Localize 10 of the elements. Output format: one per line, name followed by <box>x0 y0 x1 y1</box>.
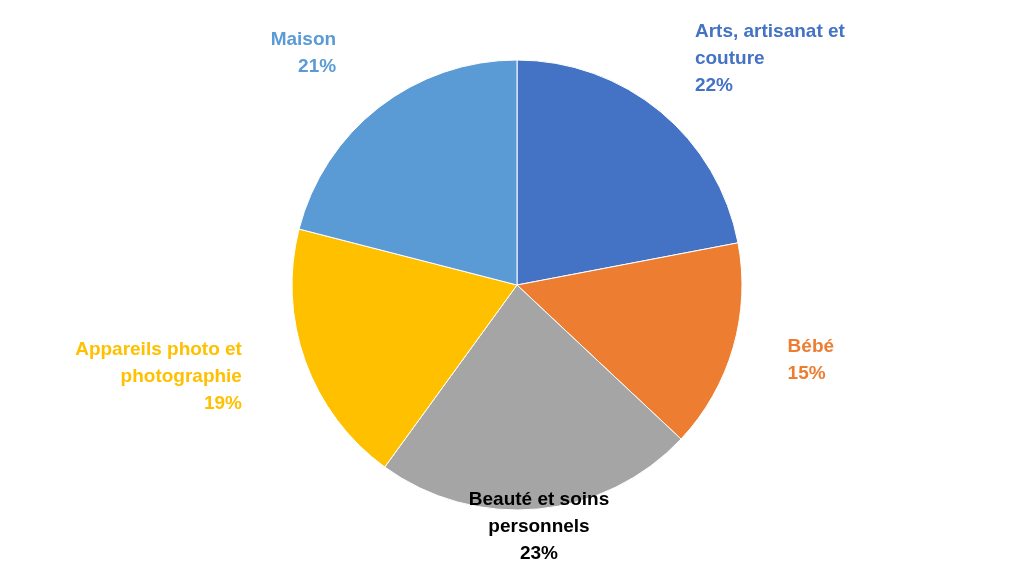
data-label: 23% <box>519 542 559 564</box>
slice-label: Bébé <box>787 334 835 356</box>
slice-label: Maison <box>270 27 337 49</box>
slice-label: Beauté et soins personnels <box>468 488 610 537</box>
slice-label: Appareils photo et photographie <box>75 338 243 387</box>
data-label: 15% <box>787 361 826 383</box>
data-label: 19% <box>203 392 243 414</box>
data-label: 21% <box>298 54 337 76</box>
slice-label: Arts, artisanat et couture <box>694 19 846 68</box>
data-label: 22% <box>694 73 734 95</box>
